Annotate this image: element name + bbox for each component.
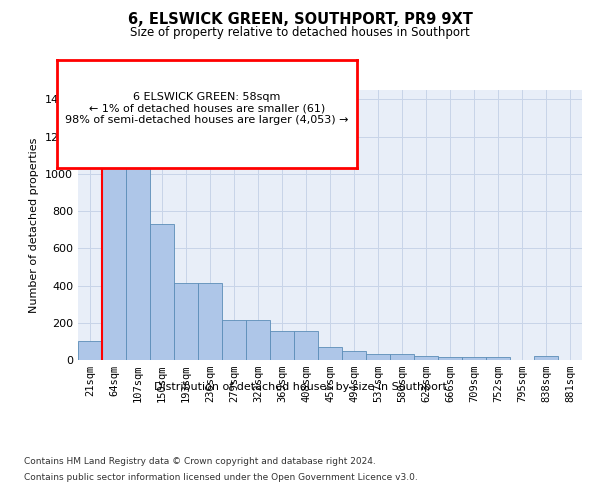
Text: Size of property relative to detached houses in Southport: Size of property relative to detached ho…	[130, 26, 470, 39]
Bar	[534, 356, 558, 360]
Bar	[150, 224, 174, 360]
Bar	[318, 347, 342, 360]
Text: Distribution of detached houses by size in Southport: Distribution of detached houses by size …	[154, 382, 446, 392]
Text: 6 ELSWICK GREEN: 58sqm
← 1% of detached houses are smaller (61)
98% of semi-deta: 6 ELSWICK GREEN: 58sqm ← 1% of detached …	[65, 92, 349, 125]
Bar	[342, 350, 366, 360]
Bar	[414, 356, 438, 360]
Text: Contains public sector information licensed under the Open Government Licence v3: Contains public sector information licen…	[24, 472, 418, 482]
Bar	[366, 354, 390, 360]
Bar	[222, 320, 246, 360]
Bar	[198, 282, 222, 360]
Text: Contains HM Land Registry data © Crown copyright and database right 2024.: Contains HM Land Registry data © Crown c…	[24, 458, 376, 466]
Text: 6, ELSWICK GREEN, SOUTHPORT, PR9 9XT: 6, ELSWICK GREEN, SOUTHPORT, PR9 9XT	[128, 12, 472, 28]
Y-axis label: Number of detached properties: Number of detached properties	[29, 138, 40, 312]
Bar	[126, 146, 150, 360]
Bar	[438, 357, 462, 360]
Bar	[462, 357, 486, 360]
Bar	[102, 146, 126, 360]
Bar	[78, 342, 102, 360]
Bar	[294, 331, 318, 360]
Bar	[390, 354, 414, 360]
Bar	[174, 282, 198, 360]
Bar	[246, 320, 270, 360]
Bar	[486, 357, 510, 360]
Bar	[270, 331, 294, 360]
